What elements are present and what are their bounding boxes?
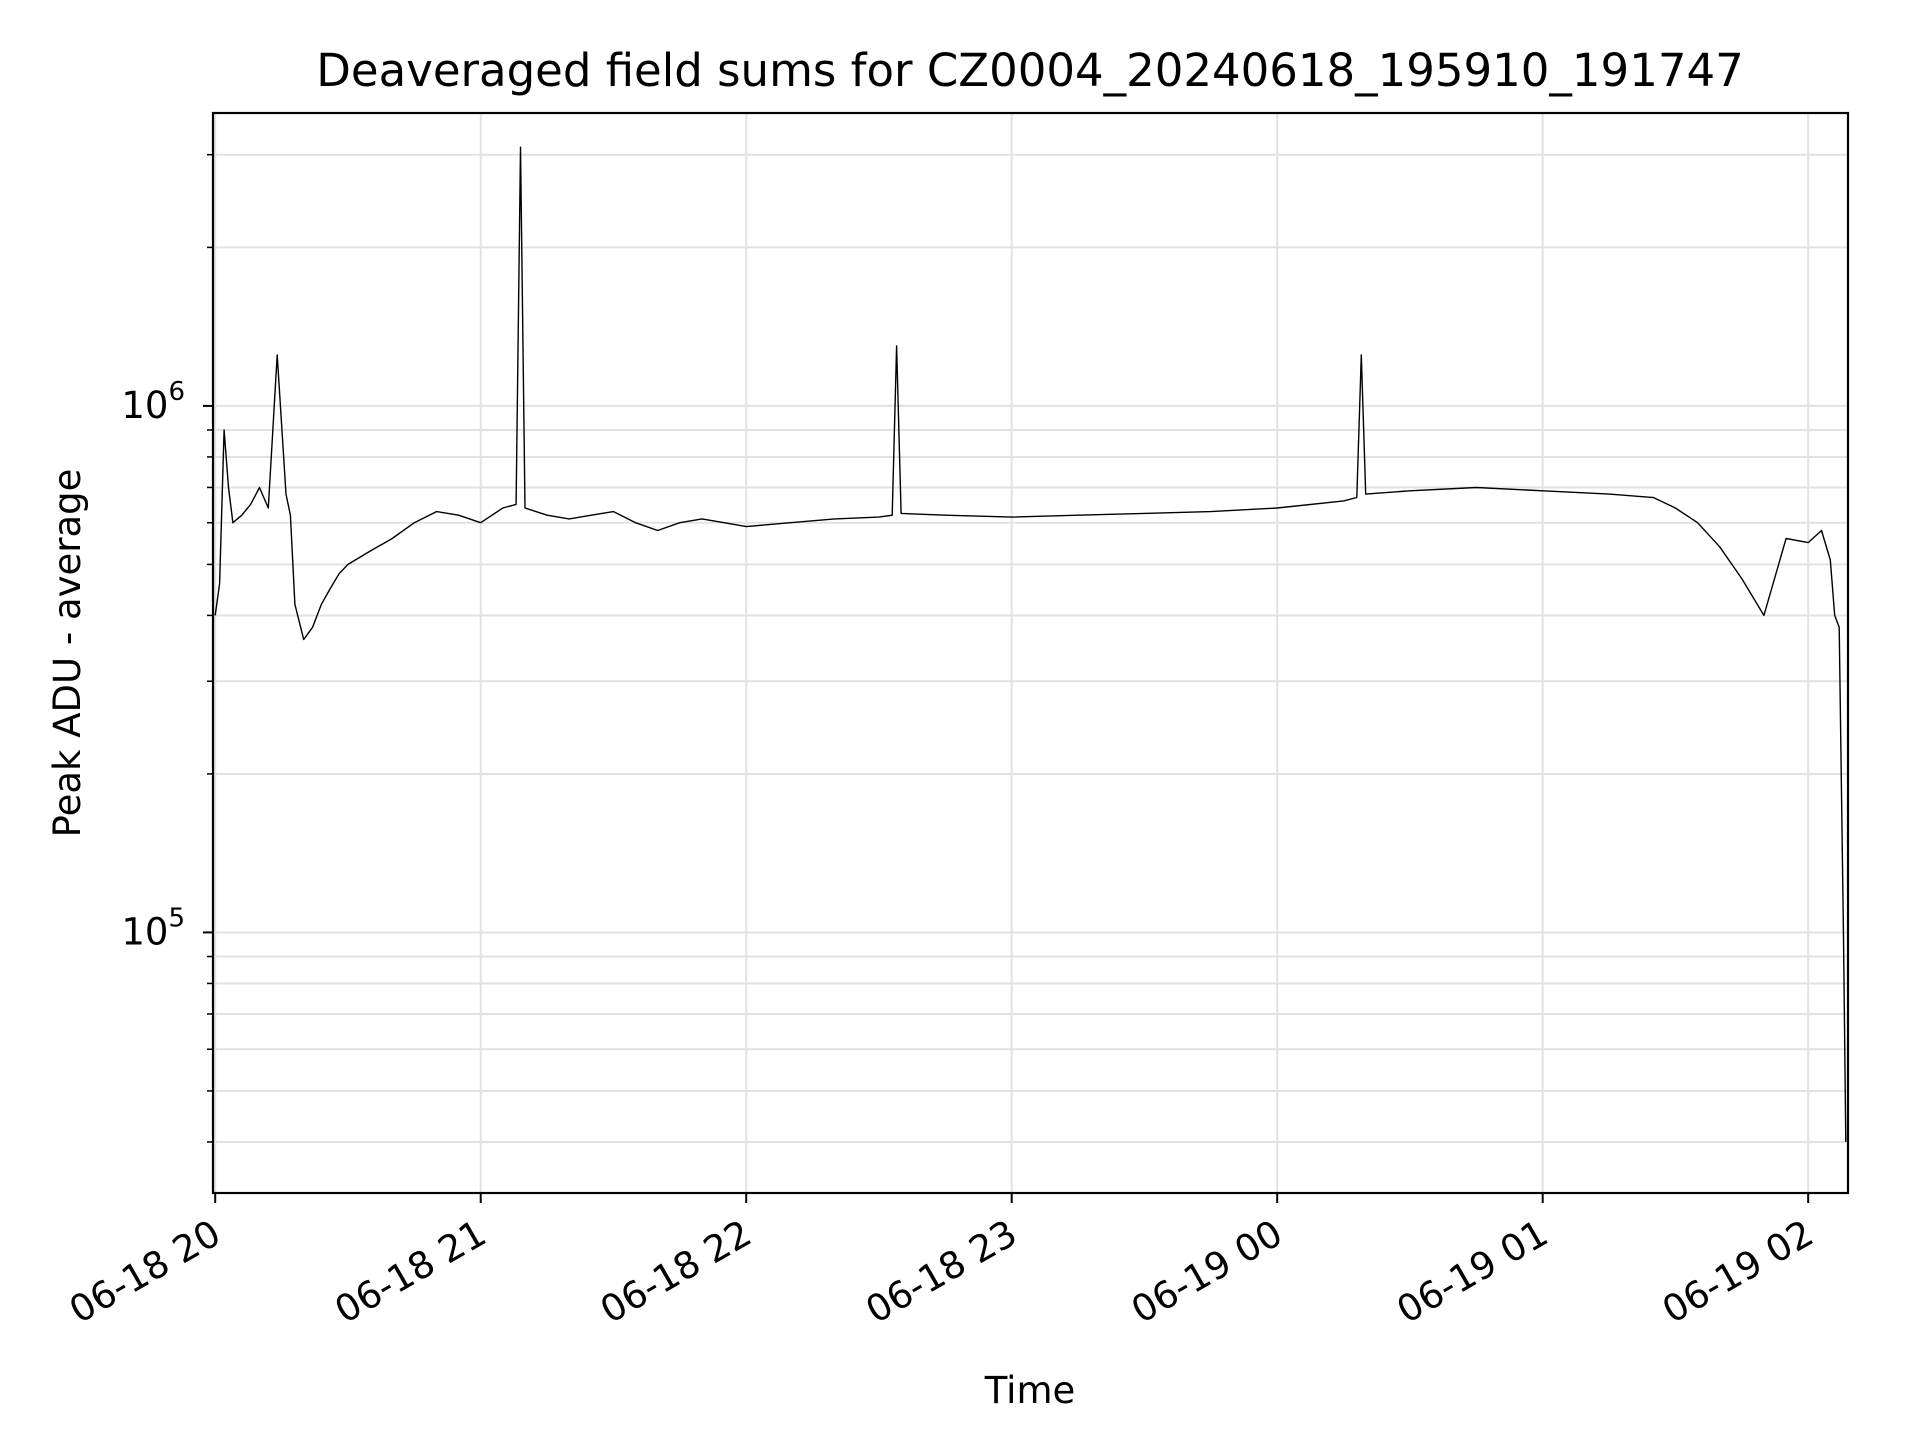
- x-axis: 06-18 20 06-18 21 06-18 22 06-18 23 06-19 00…: [62, 1193, 1821, 1332]
- grid-lines: [213, 113, 1848, 1193]
- x-tick-label: 06-18 23: [859, 1212, 1025, 1332]
- y-axis: 105 106: [121, 153, 213, 1143]
- x-tick-label: 06-19 00: [1124, 1212, 1290, 1332]
- chart-title: Deaveraged field sums for CZ0004_2024061…: [316, 44, 1743, 97]
- x-tick-label: 06-19 01: [1390, 1212, 1556, 1332]
- x-tick-label: 06-18 22: [593, 1212, 759, 1332]
- plot-area: [211, 111, 1850, 1195]
- series-line: [214, 146, 1847, 1143]
- y-tick-label: 105: [121, 903, 185, 953]
- x-axis-label: Time: [984, 1369, 1076, 1412]
- y-axis-label: Peak ADU - average: [46, 469, 89, 838]
- x-tick-label: 06-18 21: [328, 1212, 494, 1332]
- y-tick-label: 106: [121, 377, 185, 427]
- x-tick-label: 06-18 20: [62, 1212, 228, 1332]
- x-tick-label: 06-19 02: [1655, 1212, 1821, 1332]
